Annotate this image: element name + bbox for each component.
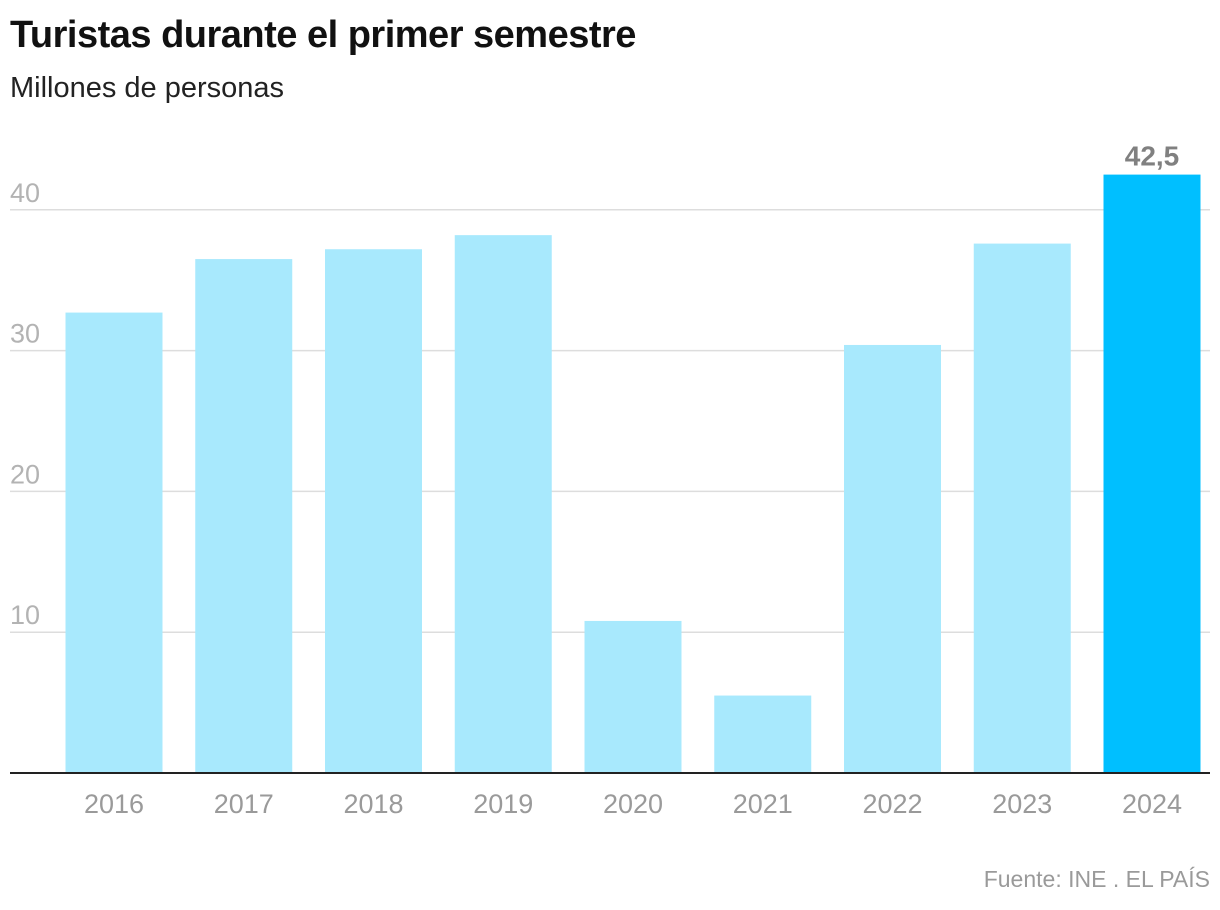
labels: 10 20 30 40 2016 2017 2018 2019 2020 2021 2022 2023… [10,141,1182,819]
bar-2022 [844,344,941,773]
x-tick-label: 2019 [473,789,533,819]
x-tick-label: 2022 [862,789,922,819]
x-tick-label: 2018 [343,789,403,819]
y-tick-label: 40 [10,178,40,208]
bar-2019 [454,235,552,774]
x-tick-label: 2024 [1122,789,1182,819]
x-tick-label: 2017 [214,789,274,819]
bar-2018 [325,249,422,773]
bar-2020 [584,620,682,773]
bar-2023 [973,243,1071,774]
bar-2021 [714,695,812,773]
y-tick-label: 30 [10,319,40,349]
chart-subtitle: Millones de personas [10,72,285,104]
y-tick-label: 10 [10,600,40,630]
bar-2017 [195,259,293,774]
bar-2016 [65,312,163,773]
source-note: Fuente: INE . EL PAÍS [983,866,1210,892]
x-tick-label: 2016 [84,789,144,819]
x-tick-label: 2021 [733,789,793,819]
x-tick-label: 2023 [992,789,1052,819]
bars [65,174,1201,774]
bar-2024 [1103,174,1201,774]
y-tick-label: 20 [10,459,40,489]
data-label: 42,5 [1125,141,1180,172]
x-tick-label: 2020 [603,789,663,819]
chart-title: Turistas durante el primer semestre [10,14,636,56]
